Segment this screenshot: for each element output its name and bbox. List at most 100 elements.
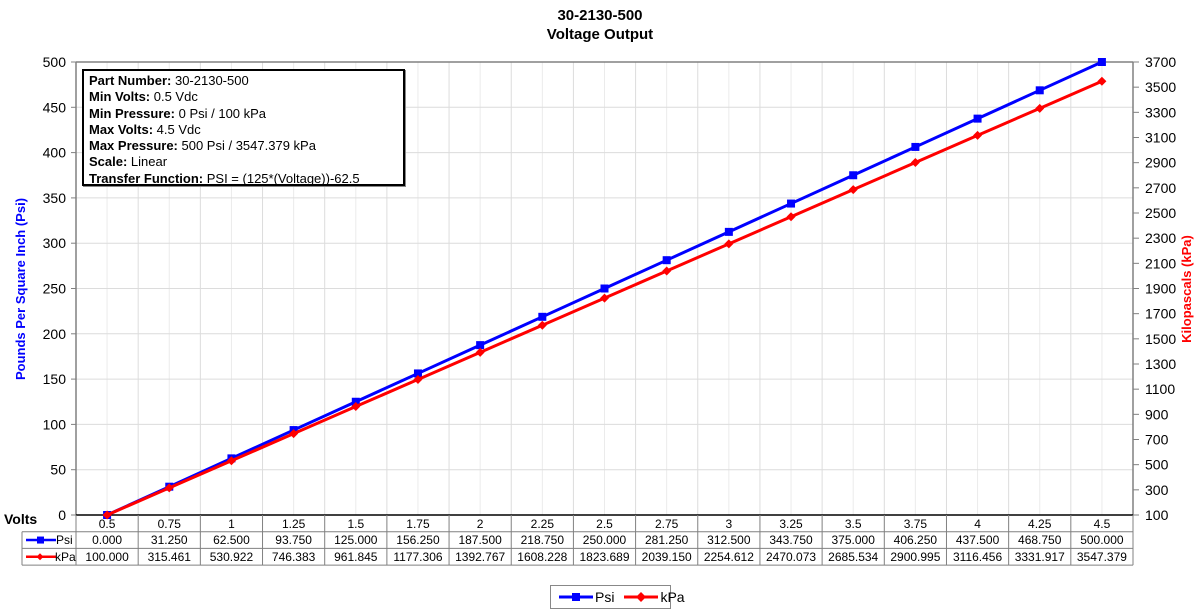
kpa-marker [662, 266, 672, 276]
chart-title-part-number: 30-2130-500 [557, 7, 643, 24]
table-cell-kpa: 1608.228 [517, 550, 567, 564]
info-label: Transfer Function: [89, 170, 204, 186]
y-tick-label: 250 [43, 281, 67, 297]
y-tick-label: 300 [43, 235, 67, 251]
info-row: Max Volts: 4.5 Vdc [89, 122, 398, 138]
psi-marker [973, 114, 982, 123]
psi-marker [911, 142, 920, 151]
y2-tick-label: 100 [1145, 507, 1169, 523]
table-cell-psi: 187.500 [458, 533, 502, 547]
y2-tick-label: 1500 [1145, 331, 1176, 347]
table-cell-kpa: 530.922 [210, 550, 254, 564]
info-value: 500 Psi / 3547.379 kPa [177, 138, 316, 154]
table-row-label-psi: Psi [56, 533, 73, 547]
y2-tick-label: 3100 [1145, 130, 1176, 146]
table-cell-kpa: 3116.456 [953, 550, 1002, 564]
legend-label-kpa: kPa [660, 589, 685, 605]
table-cell-psi: 93.750 [275, 533, 312, 547]
kpa-marker [537, 320, 547, 330]
psi-marker [476, 341, 485, 350]
psi-marker [787, 199, 796, 208]
y-tick-label: 200 [43, 326, 67, 342]
info-label: Part Number: [89, 73, 172, 88]
kpa-line-diamond-marker-icon [624, 592, 659, 602]
kpa-marker [973, 130, 983, 140]
kpa-marker [289, 429, 299, 439]
kpa-marker [910, 158, 920, 168]
kpa-marker [724, 239, 734, 249]
psi-marker [662, 256, 671, 265]
info-value: PSI = (125*(Voltage))-62.5 [203, 170, 360, 186]
x-category-label: 1.5 [347, 517, 364, 531]
legend-item-kpa: kPa [624, 589, 685, 605]
y-tick-label: 150 [43, 371, 67, 387]
table-cell-kpa: 1177.306 [393, 550, 442, 564]
info-row: Max Pressure: 500 Psi / 3547.379 kPa [89, 138, 398, 154]
kpa-marker [102, 510, 112, 520]
x-category-label: 4 [974, 517, 981, 531]
y-tick-label: 50 [50, 462, 66, 478]
table-cell-psi: 0.000 [92, 533, 122, 547]
x-category-label: 2.5 [596, 517, 613, 531]
info-label: Min Pressure: [89, 105, 175, 121]
table-cell-psi: 468.750 [1018, 533, 1062, 547]
kpa-marker [600, 293, 609, 303]
info-label: Max Volts: [89, 121, 154, 137]
y2-tick-label: 1300 [1145, 356, 1176, 372]
table-cell-kpa: 2470.073 [766, 550, 816, 564]
info-value: 4.5 Vdc [153, 121, 201, 137]
psi-marker [724, 227, 733, 236]
info-value: 30-2130-500 [171, 73, 249, 88]
x-category-label: 3.5 [845, 517, 862, 531]
table-cell-psi: 312.500 [707, 533, 751, 547]
x-category-label: 1.75 [406, 517, 430, 531]
table-psi-key-marker-icon [37, 536, 44, 544]
info-row: Min Volts: 0.5 Vdc [89, 89, 398, 105]
y-axis-label: Pounds Per Square Inch (Psi) [13, 198, 28, 380]
x-category-label: 3.75 [904, 517, 928, 531]
x-category-label: 1.25 [282, 517, 306, 531]
x-category-label: 4.5 [1094, 517, 1111, 531]
table-cell-kpa: 3331.917 [1015, 550, 1065, 564]
table-row-label-kpa: kPa [55, 550, 76, 564]
y2-tick-label: 1100 [1145, 381, 1175, 397]
y-tick-label: 100 [43, 416, 67, 432]
table-cell-kpa: 100.000 [85, 550, 129, 564]
table-cell-psi: 281.250 [645, 533, 689, 547]
info-label: Scale: [89, 154, 128, 170]
info-row: Transfer Function: PSI = (125*(Voltage))… [89, 171, 398, 187]
info-row: Min Pressure: 0 Psi / 100 kPa [89, 106, 398, 122]
psi-marker [1035, 86, 1044, 95]
y-tick-label: 0 [58, 507, 66, 523]
x-category-label: 3 [726, 517, 733, 531]
table-cell-kpa: 2685.534 [828, 550, 878, 564]
y2-tick-label: 1900 [1145, 281, 1176, 297]
kpa-marker [848, 185, 858, 195]
x-category-label: 1 [228, 517, 235, 531]
table-cell-kpa: 746.383 [272, 550, 316, 564]
kpa-marker [786, 212, 796, 222]
table-cell-psi: 500.000 [1080, 533, 1124, 547]
info-row: Part Number: 30-2130-500 [89, 73, 398, 89]
x-category-label: 0.5 [99, 517, 116, 531]
x-category-label: 3.25 [779, 517, 803, 531]
x-category-label: 4.25 [1028, 517, 1052, 531]
psi-marker [849, 171, 858, 180]
psi-marker [1097, 58, 1106, 66]
legend-item-psi: Psi [559, 589, 614, 605]
chart-title: 30-2130-500 Voltage Output [0, 6, 1200, 44]
y2-tick-label: 3300 [1145, 104, 1176, 120]
x-category-label: 2.75 [655, 517, 679, 531]
table-cell-psi: 62.500 [213, 533, 250, 547]
y2-tick-label: 900 [1145, 406, 1169, 422]
y2-axis-label: Kilopascals (kPa) [1179, 235, 1194, 343]
y-tick-label: 500 [43, 54, 67, 70]
psi-line-square-marker-icon [559, 593, 593, 601]
y2-tick-label: 2100 [1145, 255, 1176, 271]
kpa-marker [351, 402, 361, 412]
table-cell-kpa: 3547.379 [1077, 550, 1127, 564]
x-axis-label: Volts [4, 511, 37, 527]
table-cell-kpa: 2900.995 [890, 550, 940, 564]
chart-legend: Psi kPa [550, 585, 685, 609]
y-tick-label: 400 [43, 145, 67, 161]
